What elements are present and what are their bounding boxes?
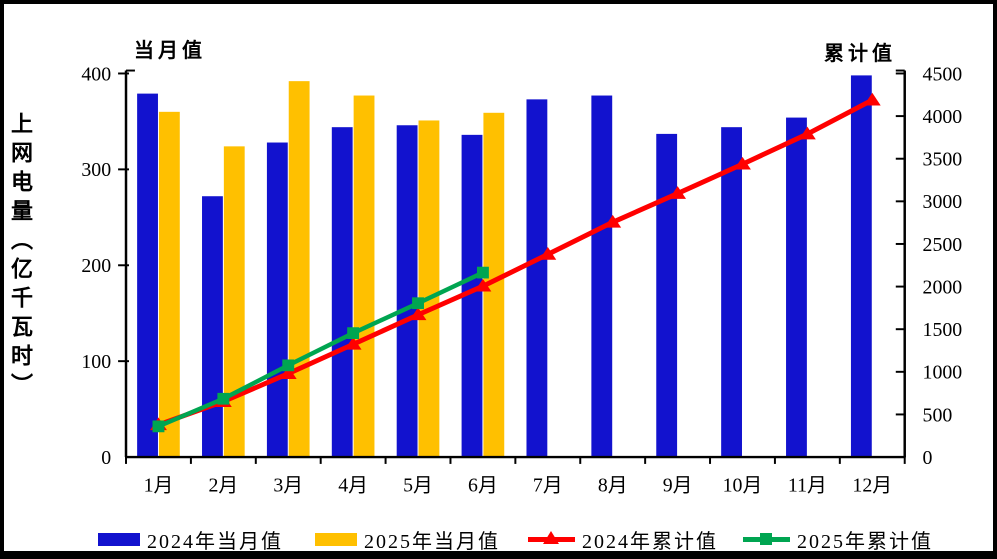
triangle-marker-icon	[798, 126, 816, 140]
y-right-tick-label: 500	[923, 404, 953, 426]
legend-swatch-2025-cumulative	[743, 531, 790, 547]
square-marker-icon	[152, 420, 165, 433]
triangle-marker-icon	[279, 366, 297, 379]
y-right-tick-label: 1500	[923, 319, 963, 341]
legend-item-2025-monthly: 2025年当月值	[315, 526, 500, 553]
y-right-tick-label: 2500	[923, 234, 963, 256]
x-tick-label: 12月	[852, 474, 892, 496]
x-tick-label: 6月	[468, 474, 498, 496]
legend-label-2024-cumulative: 2024年累计值	[582, 530, 718, 553]
legend-label-2025-monthly: 2025年当月值	[364, 530, 500, 553]
square-marker-icon	[217, 392, 230, 405]
x-tick-label: 1月	[144, 474, 174, 496]
triangle-marker-icon	[539, 247, 557, 260]
triangle-marker-icon	[604, 214, 622, 228]
triangle-marker-icon	[474, 278, 492, 292]
y-right-tick-label: 3500	[923, 149, 963, 171]
legend-item-2025-cumulative: 2025年累计值	[743, 526, 933, 553]
bar-2024年当月值-10月	[721, 127, 742, 458]
y-left-tick-label: 100	[81, 351, 111, 373]
square-marker-icon	[760, 533, 772, 545]
legend-swatch-2025-monthly	[315, 532, 357, 546]
line-2024年累计值	[155, 97, 875, 428]
left-axis-title: 上网电量（亿千瓦时）	[8, 112, 33, 402]
bar-2024年当月值-5月	[396, 125, 418, 458]
y-right-tick-label: 3000	[923, 191, 963, 213]
line-2025年累计值	[156, 270, 486, 429]
x-tick-label: 7月	[533, 474, 563, 496]
triangle-marker-icon	[669, 186, 687, 199]
bar-2024年当月值-11月	[786, 117, 807, 458]
bar-2025年当月值-6月	[483, 112, 505, 458]
legend-label-2024-monthly: 2024年当月值	[147, 530, 283, 553]
triangle-marker-icon	[543, 531, 559, 544]
right-axis-header: 累计值	[824, 43, 896, 65]
x-tick-label: 9月	[663, 474, 693, 496]
bar-2024年当月值-3月	[266, 142, 288, 458]
square-marker-icon	[412, 297, 424, 310]
legend-swatch-2024-monthly	[98, 532, 140, 546]
bar-2025年当月值-1月	[158, 111, 180, 458]
y-right-tick-label: 1000	[923, 362, 963, 384]
y-left-tick-label: 200	[81, 255, 111, 277]
square-marker-icon	[347, 327, 360, 339]
y-left-tick-label: 0	[101, 447, 111, 469]
bar-2024年当月值-4月	[331, 127, 353, 458]
x-tick-label: 10月	[723, 474, 763, 496]
legend-label-2025-cumulative: 2025年累计值	[797, 530, 933, 553]
left-axis-header: 当月值	[134, 40, 206, 62]
y-left-tick-label: 400	[81, 63, 111, 85]
bar-2025年当月值-3月	[288, 81, 310, 458]
bar-2025年当月值-4月	[353, 95, 375, 458]
bar-2024年当月值-12月	[850, 75, 872, 458]
triangle-marker-icon	[734, 156, 751, 170]
bar-2024年当月值-6月	[461, 134, 483, 458]
x-tick-label: 5月	[403, 474, 433, 496]
x-tick-label: 2月	[208, 474, 238, 496]
y-left-tick-label: 300	[81, 159, 111, 181]
x-tick-label: 8月	[598, 474, 628, 496]
legend-item-2024-monthly: 2024年当月值	[98, 526, 283, 553]
legend-item-2024-cumulative: 2024年累计值	[528, 526, 718, 553]
bar-2024年当月值-1月	[137, 93, 158, 458]
bar-2025年当月值-2月	[223, 146, 245, 458]
legend-swatch-2024-cumulative	[528, 531, 575, 547]
y-right-tick-label: 0	[923, 447, 933, 469]
y-right-tick-label: 4500	[923, 63, 963, 85]
chart-plot-area: 0100200300400050010001500200025003000350…	[81, 63, 963, 496]
bar-2024年当月值-2月	[202, 196, 223, 458]
square-marker-icon	[282, 359, 295, 372]
triangle-marker-icon	[344, 336, 362, 350]
triangle-marker-icon	[409, 307, 427, 321]
x-tick-label: 3月	[273, 474, 303, 496]
bar-2025年当月值-5月	[418, 120, 440, 458]
bar-2024年当月值-7月	[526, 99, 548, 458]
bar-2024年当月值-8月	[591, 95, 613, 458]
y-right-tick-label: 2000	[923, 277, 963, 299]
bar-2024年当月值-9月	[656, 133, 678, 458]
square-marker-icon	[476, 266, 489, 279]
y-right-tick-label: 4000	[923, 106, 963, 128]
x-tick-label: 11月	[788, 474, 827, 496]
x-tick-label: 4月	[338, 474, 368, 496]
triangle-marker-icon	[863, 92, 881, 106]
